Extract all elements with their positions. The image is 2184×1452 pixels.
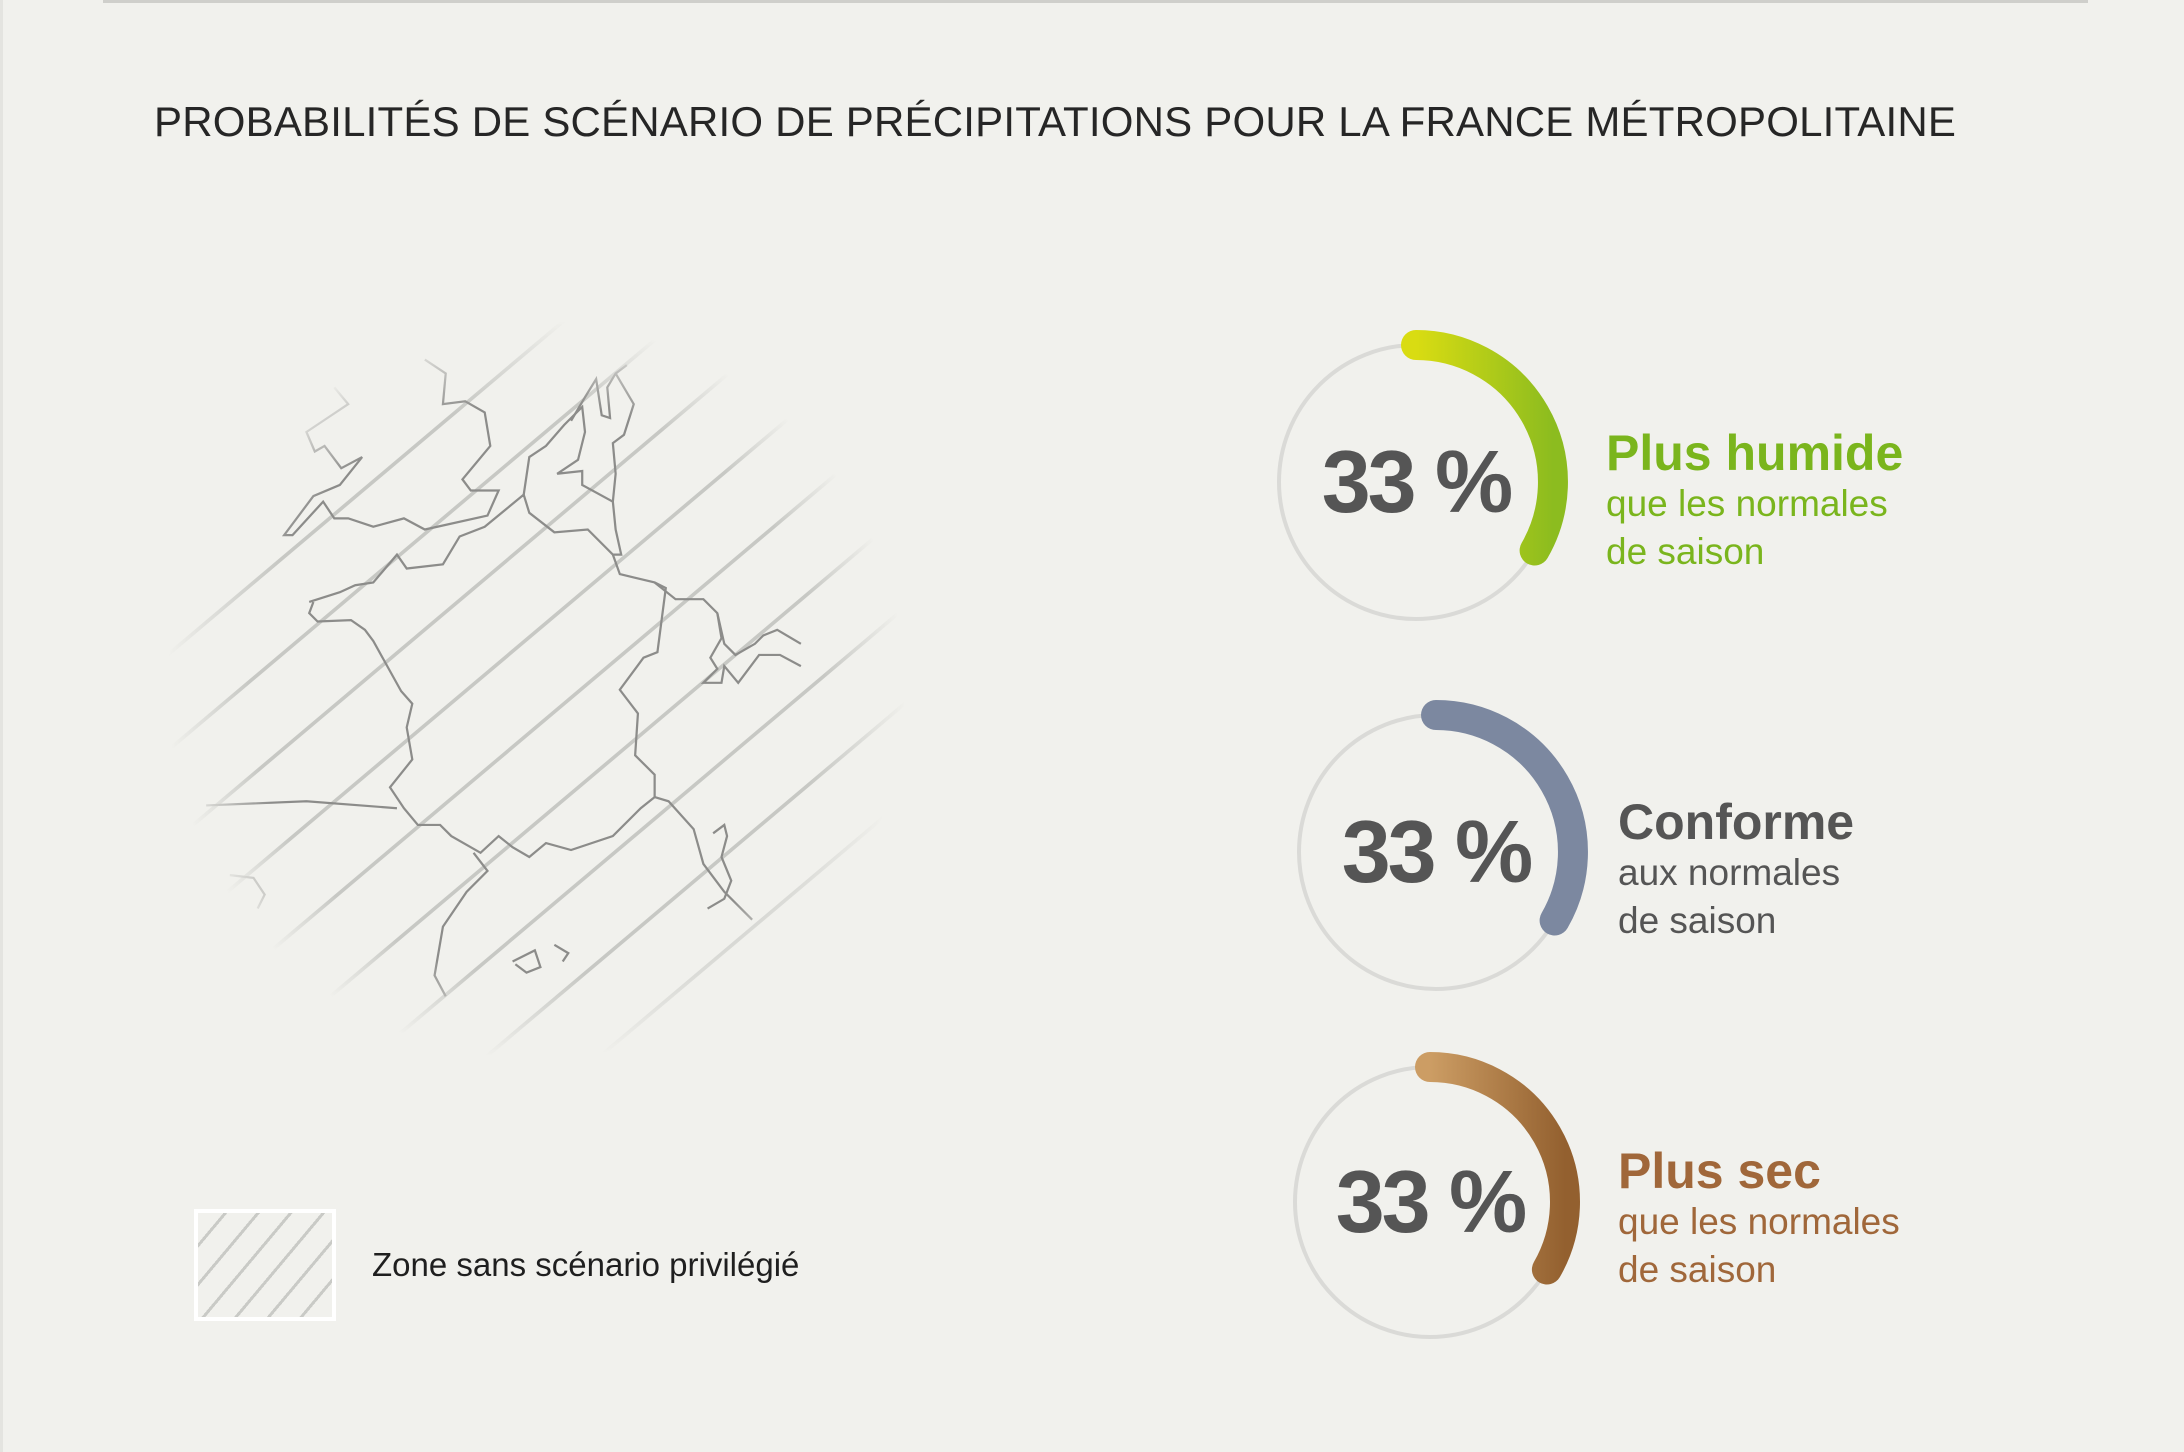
spain-coast xyxy=(433,852,489,997)
hatch-pattern xyxy=(0,207,1590,1452)
gauge-plus-humide: 33 % xyxy=(1256,322,1576,642)
ireland-outline xyxy=(264,358,307,375)
corsica-outline xyxy=(707,823,733,910)
legend-hatch-swatch xyxy=(194,1209,336,1321)
netherlands-coast xyxy=(570,364,628,422)
gauge-value: 33 % xyxy=(1335,1152,1528,1251)
scenario-subtitle-line2: de saison xyxy=(1618,1249,1777,1290)
scenario-title: Conforme xyxy=(1618,794,1855,850)
country-borders xyxy=(206,358,802,997)
scenario-subtitle-line2: de saison xyxy=(1606,531,1765,572)
italy-coast xyxy=(654,795,753,921)
great-britain-outline xyxy=(281,358,501,537)
scenario-conforme-label: Conforme aux normales de saison xyxy=(1618,795,1854,945)
frame-left-edge xyxy=(0,0,3,1452)
scenario-sec-label: Plus sec que les normales de saison xyxy=(1618,1144,1900,1294)
gauge-value: 33 % xyxy=(1341,802,1534,901)
gauge-ring xyxy=(1293,1052,1580,1339)
map-legend: Zone sans scénario privilégié xyxy=(194,1206,799,1324)
scenario-subtitle-line2: de saison xyxy=(1618,900,1777,941)
gauge-plus-sec: 33 % xyxy=(1270,1042,1590,1362)
scenario-subtitle-line1: aux normales xyxy=(1618,852,1841,893)
switzerland-border xyxy=(653,581,802,657)
page-title: PROBABILITÉS DE SCÉNARIO DE PRÉCIPITATIO… xyxy=(154,98,1957,145)
france-outline xyxy=(307,492,667,859)
italy-border xyxy=(700,612,802,685)
gauge-ring xyxy=(1297,700,1588,991)
benelux-borders xyxy=(522,404,623,556)
balearic-small xyxy=(553,943,570,963)
gauge-value: 33 % xyxy=(1321,432,1514,531)
scenario-title: Plus humide xyxy=(1606,425,1904,481)
scenario-subtitle-line1: que les normales xyxy=(1606,483,1888,524)
scenario-humide-label: Plus humide que les normales de saison xyxy=(1606,426,1903,576)
spain-border xyxy=(206,800,398,810)
portugal-fragment xyxy=(229,873,266,910)
germany-border xyxy=(611,372,635,502)
legend-label: Zone sans scénario privilégié xyxy=(372,1246,800,1283)
scenario-title: Plus sec xyxy=(1618,1143,1821,1199)
gauge-conforme: 33 % xyxy=(1276,692,1596,1012)
balearic-outline xyxy=(512,948,542,974)
scenario-subtitle-line1: que les normales xyxy=(1618,1201,1900,1242)
top-divider xyxy=(103,0,2088,3)
gauge-ring xyxy=(1277,330,1568,621)
